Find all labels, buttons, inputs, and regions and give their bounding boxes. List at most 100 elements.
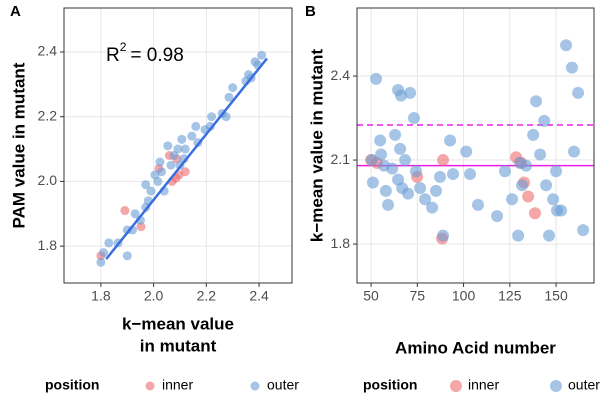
data-point <box>374 134 387 147</box>
data-point <box>370 72 383 85</box>
data-point <box>540 179 553 192</box>
data-point <box>577 224 590 237</box>
plot-background <box>357 8 594 283</box>
data-point <box>568 145 581 158</box>
data-point <box>464 168 477 181</box>
data-point <box>402 187 415 200</box>
data-point <box>512 229 525 242</box>
y-tick-label: 2.2 <box>38 107 58 123</box>
x-tick-label: 1.8 <box>91 288 111 304</box>
legend-swatch <box>250 381 260 391</box>
y-tick-label: 2.0 <box>38 172 58 188</box>
data-point <box>547 193 560 206</box>
data-point <box>375 148 388 161</box>
data-point <box>379 184 392 197</box>
legend-label: inner <box>162 377 193 393</box>
data-point <box>407 112 420 125</box>
y-tick-label: 2.4 <box>331 67 351 83</box>
y-tick-label: 1.8 <box>331 235 351 251</box>
data-point <box>120 206 130 216</box>
x-tick-label: 2.0 <box>144 288 164 304</box>
data-point <box>207 112 217 122</box>
data-point <box>516 179 529 192</box>
data-point <box>141 180 151 190</box>
data-point <box>426 201 439 214</box>
legend-title: position <box>45 377 99 393</box>
data-point <box>437 229 450 242</box>
data-point <box>224 92 234 102</box>
legend-label: inner <box>468 377 499 393</box>
data-point <box>386 162 399 175</box>
y-tick-label: 2.1 <box>331 151 351 167</box>
data-point <box>522 190 535 203</box>
data-point <box>499 165 512 178</box>
y-axis-title: PAM value in mutant <box>9 62 28 228</box>
annotation-part: R <box>106 45 120 66</box>
panel-label: A <box>10 3 21 20</box>
data-point <box>572 86 585 99</box>
data-point <box>550 204 563 217</box>
data-point <box>414 182 427 195</box>
data-point <box>130 209 140 219</box>
x-tick-label: 75 <box>410 288 426 304</box>
data-point <box>205 121 215 131</box>
fit-line <box>105 57 268 260</box>
x-axis-title: in mutant <box>140 336 217 355</box>
data-point <box>122 251 132 261</box>
data-point <box>163 141 173 151</box>
data-point <box>99 248 109 258</box>
y-tick-label: 1.8 <box>38 237 58 253</box>
data-point <box>460 145 473 158</box>
data-point <box>180 144 190 154</box>
legend-swatch <box>550 380 562 392</box>
data-point <box>177 134 187 144</box>
data-point <box>430 184 442 197</box>
data-point <box>434 170 447 183</box>
data-point <box>534 148 547 161</box>
data-point <box>191 121 201 131</box>
data-point <box>166 160 176 170</box>
data-point <box>437 154 450 167</box>
x-tick-label: 150 <box>544 288 568 304</box>
data-point <box>527 128 540 141</box>
data-point <box>228 83 238 93</box>
data-point <box>221 112 231 122</box>
plot-border <box>356 7 595 284</box>
data-point <box>550 165 563 178</box>
data-point <box>157 167 167 177</box>
plot-border <box>63 7 293 284</box>
annotation-part: = 0.98 <box>130 45 183 66</box>
x-axis-title: k−mean value <box>122 314 234 333</box>
annotation-part: 2 <box>120 40 127 54</box>
data-point <box>169 151 179 161</box>
data-point <box>528 207 541 220</box>
x-axis-title: Amino Acid number <box>395 338 556 357</box>
data-point <box>389 128 402 141</box>
data-point <box>419 193 432 206</box>
x-tick-label: 50 <box>363 288 379 304</box>
x-tick-label: 125 <box>498 288 522 304</box>
data-point <box>257 50 267 60</box>
x-tick-label: 100 <box>452 288 476 304</box>
data-point <box>365 154 378 167</box>
data-point <box>155 157 165 167</box>
data-point <box>382 198 395 211</box>
data-point <box>187 131 197 141</box>
legend-label: outer <box>267 377 299 393</box>
data-point <box>520 159 533 172</box>
data-point <box>173 144 183 154</box>
data-point <box>366 176 379 189</box>
data-point <box>153 176 163 186</box>
data-point <box>404 86 417 99</box>
data-point <box>491 210 504 223</box>
annotation: R2 = 0.98 <box>106 40 184 66</box>
data-point <box>104 238 114 248</box>
data-point <box>543 229 556 242</box>
y-axis-title: k−mean value in mutant <box>307 49 326 243</box>
data-point <box>530 95 543 108</box>
legend-swatch <box>450 380 462 392</box>
data-point <box>471 198 484 211</box>
panel-label: B <box>305 3 316 20</box>
y-tick-label: 2.4 <box>38 43 58 59</box>
